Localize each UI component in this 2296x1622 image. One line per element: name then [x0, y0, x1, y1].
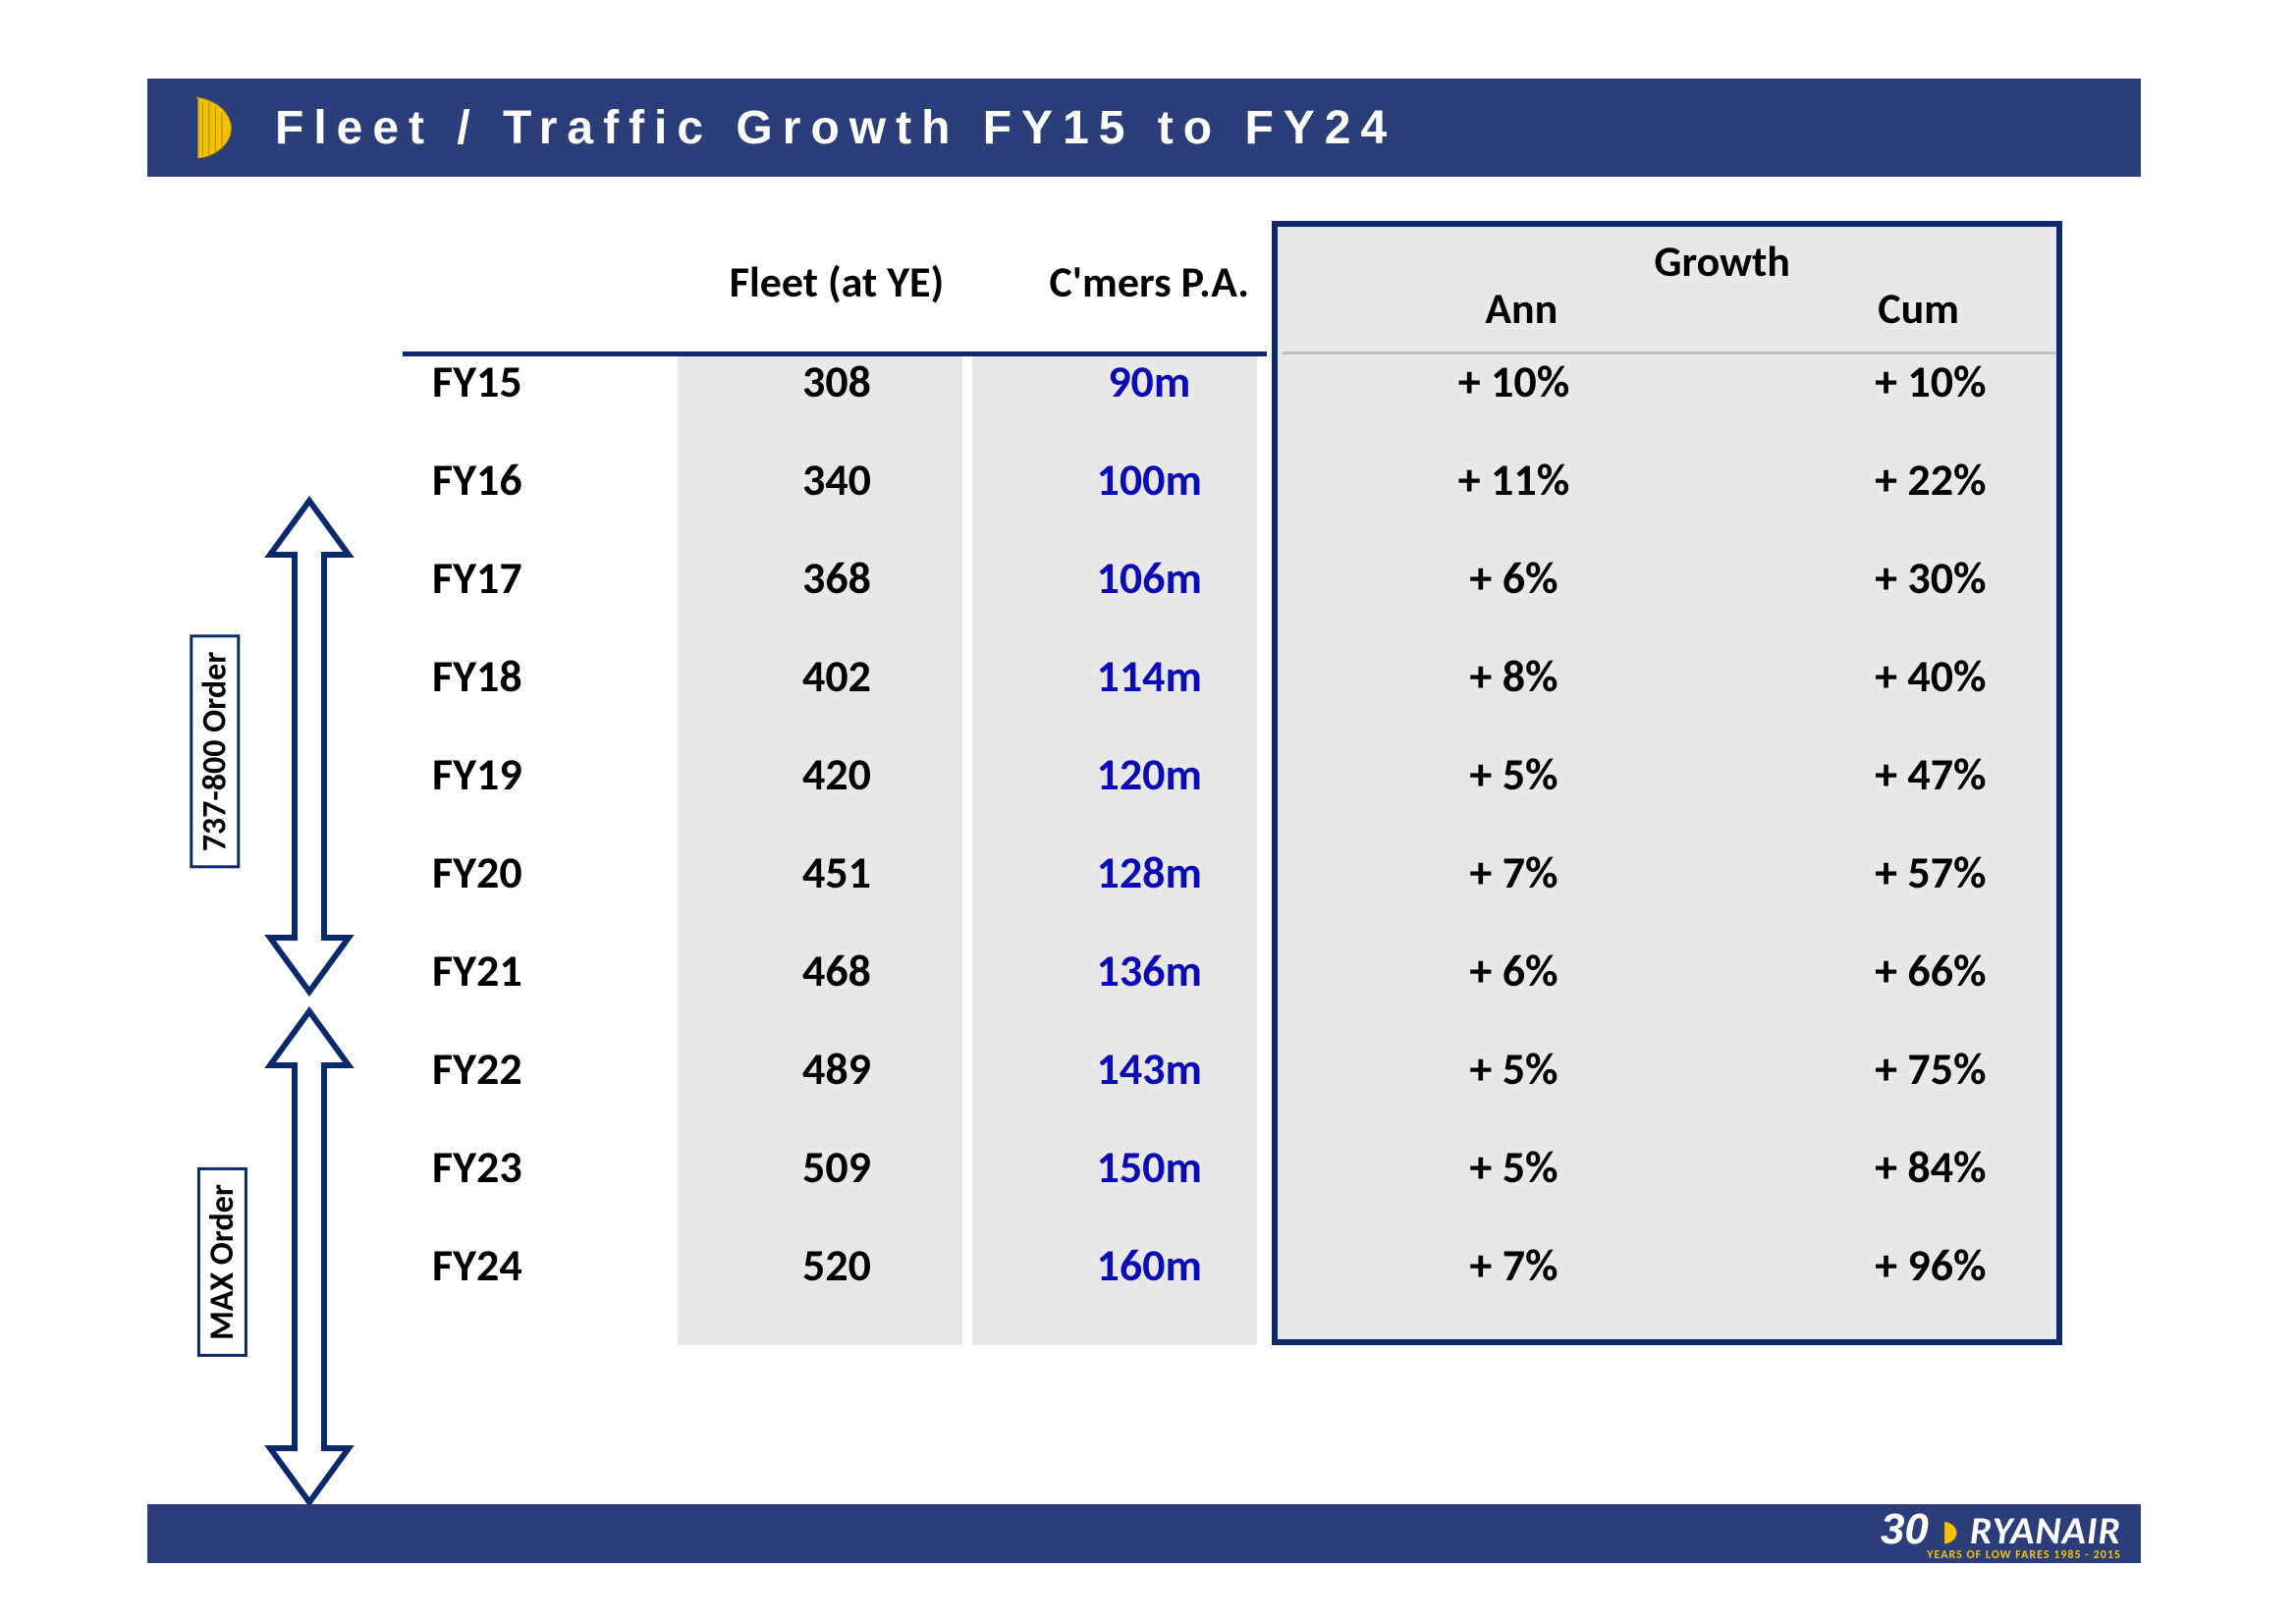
cell-growth-cum: + 40%	[1722, 627, 2139, 726]
cell-growth-cum: + 96%	[1722, 1216, 2139, 1315]
table-row: FY20451128m+ 7%+ 57%	[403, 824, 2139, 922]
cell-fleet: 468	[681, 922, 993, 1020]
slide: Fleet / Traffic Growth FY15 to FY24 737-…	[0, 0, 2296, 1622]
cell-year: FY24	[403, 1216, 681, 1315]
cell-growth-ann: + 7%	[1305, 1216, 1722, 1315]
cell-customers: 136m	[993, 922, 1305, 1020]
cell-year: FY16	[403, 431, 681, 529]
th-year	[403, 226, 681, 333]
cell-fleet: 308	[681, 333, 993, 431]
table-row: FY22489143m+ 5%+ 75%	[403, 1020, 2139, 1118]
th-fleet-text: Fleet (at YE)	[700, 258, 973, 305]
cell-year: FY17	[403, 529, 681, 627]
cell-growth-cum: + 75%	[1722, 1020, 2139, 1118]
cell-year: FY15	[403, 333, 681, 431]
arrow-max	[265, 1011, 354, 1502]
table-row: FY18402114m+ 8%+ 40%	[403, 627, 2139, 726]
cell-fleet: 420	[681, 726, 993, 824]
brand-tagline: YEARS OF LOW FARES 1985 - 2015	[1927, 1548, 2121, 1562]
th-growth-text: Growth	[1325, 238, 2119, 285]
th-growth: Growth Ann Cum	[1305, 226, 2139, 333]
cell-growth-ann: + 5%	[1305, 726, 1722, 824]
cell-fleet: 402	[681, 627, 993, 726]
content-area: 737-800 Order MAX Order	[147, 226, 2139, 1455]
cell-growth-cum: + 47%	[1722, 726, 2139, 824]
cell-fleet: 451	[681, 824, 993, 922]
arrow-737-800	[265, 501, 354, 992]
cell-growth-cum: + 10%	[1722, 333, 2139, 431]
label-max-order: MAX Order	[197, 1167, 247, 1357]
cell-growth-ann: + 6%	[1305, 922, 1722, 1020]
cell-customers: 120m	[993, 726, 1305, 824]
cell-growth-ann: + 5%	[1305, 1118, 1722, 1216]
header-underline-grey	[1282, 351, 2057, 354]
fleet-growth-table: Fleet (at YE) C'mers P.A. Growth Ann Cum	[403, 226, 2139, 1315]
label-737-800-order: 737-800 Order	[190, 635, 240, 869]
footer-bar: 30 RYANAIR YEARS OF LOW FARES 1985 - 201…	[147, 1504, 2141, 1563]
th-cust: C'mers P.A.	[993, 226, 1305, 333]
cell-year: FY23	[403, 1118, 681, 1216]
table-row: FY1530890m+ 10%+ 10%	[403, 333, 2139, 431]
table-row: FY17368106m+ 6%+ 30%	[403, 529, 2139, 627]
table-row: FY21468136m+ 6%+ 66%	[403, 922, 2139, 1020]
cell-year: FY20	[403, 824, 681, 922]
cell-growth-ann: + 7%	[1305, 824, 1722, 922]
cell-customers: 106m	[993, 529, 1305, 627]
fleet-table-wrap: Fleet (at YE) C'mers P.A. Growth Ann Cum	[403, 226, 2139, 1455]
harp-icon	[177, 93, 246, 162]
cell-growth-cum: + 22%	[1722, 431, 2139, 529]
header-underline-blue	[403, 351, 1267, 356]
table-row: FY24520160m+ 7%+ 96%	[403, 1216, 2139, 1315]
brand-lockup: 30 RYANAIR YEARS OF LOW FARES 1985 - 201…	[1881, 1505, 2121, 1562]
cell-fleet: 340	[681, 431, 993, 529]
fleet-table-body: FY1530890m+ 10%+ 10%FY16340100m+ 11%+ 22…	[403, 333, 2139, 1315]
order-arrows-column: 737-800 Order MAX Order	[147, 353, 403, 1455]
cell-year: FY22	[403, 1020, 681, 1118]
table-row: FY23509150m+ 5%+ 84%	[403, 1118, 2139, 1216]
cell-fleet: 520	[681, 1216, 993, 1315]
cell-growth-cum: + 30%	[1722, 529, 2139, 627]
table-row: FY19420120m+ 5%+ 47%	[403, 726, 2139, 824]
cell-year: FY18	[403, 627, 681, 726]
cell-growth-cum: + 57%	[1722, 824, 2139, 922]
th-ann: Ann	[1485, 285, 1558, 332]
cell-year: FY21	[403, 922, 681, 1020]
brand-name: RYANAIR	[1970, 1506, 2121, 1554]
cell-customers: 114m	[993, 627, 1305, 726]
slide-title: Fleet / Traffic Growth FY15 to FY24	[275, 101, 1396, 155]
cell-customers: 150m	[993, 1118, 1305, 1216]
cell-growth-ann: + 10%	[1305, 333, 1722, 431]
th-cust-text: C'mers P.A.	[1012, 258, 1285, 305]
cell-growth-cum: + 66%	[1722, 922, 2139, 1020]
title-bar: Fleet / Traffic Growth FY15 to FY24	[147, 79, 2141, 177]
cell-growth-ann: + 11%	[1305, 431, 1722, 529]
cell-growth-ann: + 8%	[1305, 627, 1722, 726]
cell-customers: 160m	[993, 1216, 1305, 1315]
cell-customers: 100m	[993, 431, 1305, 529]
cell-growth-ann: + 5%	[1305, 1020, 1722, 1118]
cell-customers: 128m	[993, 824, 1305, 922]
harp-icon-small	[1937, 1520, 1962, 1545]
th-fleet: Fleet (at YE)	[681, 226, 993, 333]
brand-anniversary: 30	[1881, 1505, 1929, 1554]
th-cum: Cum	[1878, 285, 1959, 332]
page-number: 8	[2193, 1525, 2208, 1561]
cell-fleet: 368	[681, 529, 993, 627]
table-row: FY16340100m+ 11%+ 22%	[403, 431, 2139, 529]
cell-fleet: 489	[681, 1020, 993, 1118]
cell-customers: 90m	[993, 333, 1305, 431]
cell-fleet: 509	[681, 1118, 993, 1216]
cell-growth-cum: + 84%	[1722, 1118, 2139, 1216]
cell-year: FY19	[403, 726, 681, 824]
cell-growth-ann: + 6%	[1305, 529, 1722, 627]
cell-customers: 143m	[993, 1020, 1305, 1118]
